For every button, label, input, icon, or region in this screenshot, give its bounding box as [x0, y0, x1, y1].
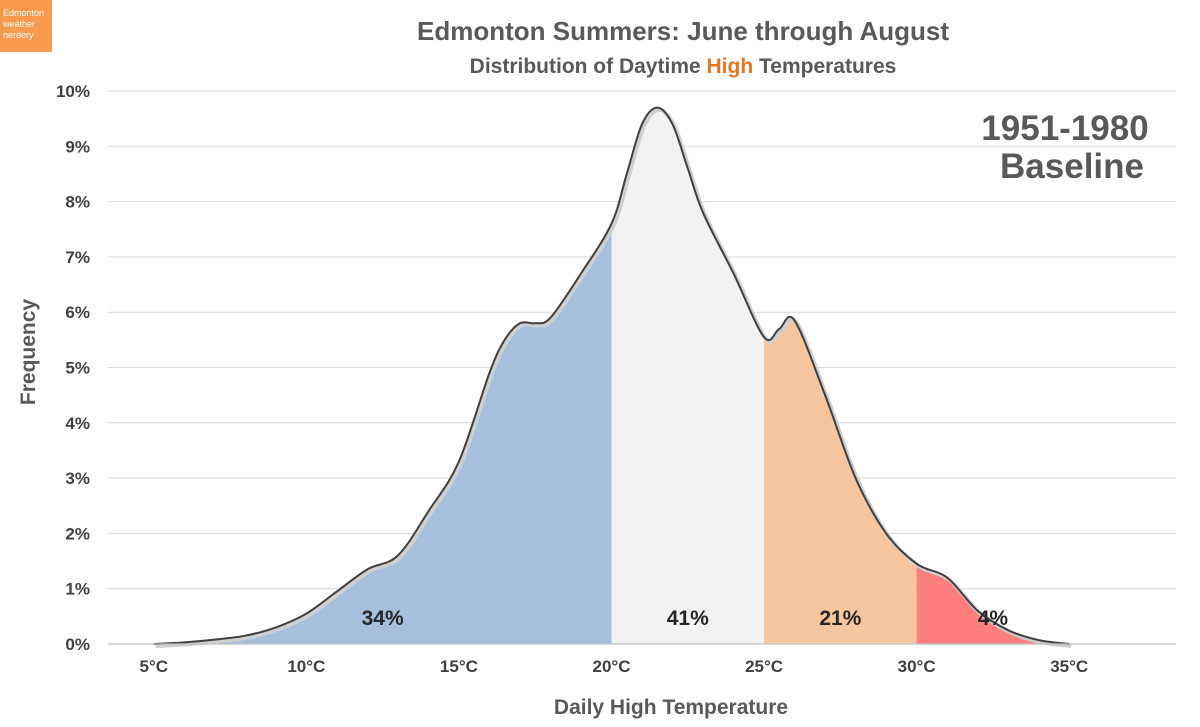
- logo-line: nerdery: [3, 30, 34, 40]
- x-tick-label: 5°C: [140, 657, 169, 676]
- x-tick-label: 35°C: [1050, 657, 1088, 676]
- x-tick-label: 20°C: [592, 657, 630, 676]
- x-tick-label: 30°C: [898, 657, 936, 676]
- logo-line: Edmonton: [3, 8, 45, 18]
- y-tick-label: 2%: [65, 524, 90, 543]
- x-axis-title: Daily High Temperature: [554, 696, 788, 719]
- chart-title: Edmonton Summers: June through August: [417, 16, 949, 46]
- y-tick-label: 8%: [65, 193, 90, 212]
- y-tick-label: 4%: [65, 414, 90, 433]
- band-area: [611, 107, 765, 644]
- distribution-curve: [153, 106, 1072, 648]
- subtitle-text: Temperatures: [753, 55, 896, 78]
- band-area: [916, 563, 1070, 644]
- x-tick-label: 25°C: [745, 657, 783, 676]
- x-tick-label: 15°C: [440, 657, 478, 676]
- y-tick-label: 1%: [65, 580, 90, 599]
- y-tick-label: 6%: [65, 303, 90, 322]
- x-tick-label: 10°C: [287, 657, 325, 676]
- y-tick-label: 0%: [65, 635, 90, 654]
- x-axis-ticks: 5°C 10°C 15°C 20°C 25°C 30°C 35°C: [140, 657, 1089, 676]
- period-annotation: 1951-1980: [981, 109, 1148, 148]
- y-tick-label: 9%: [65, 137, 90, 156]
- band-percent-label: 41%: [667, 607, 709, 630]
- band-percent-label: 34%: [362, 607, 404, 630]
- y-tick-label: 3%: [65, 469, 90, 488]
- distribution-bands: [153, 107, 1070, 644]
- band-percent-label: 21%: [819, 607, 861, 630]
- y-tick-label: 10%: [56, 82, 90, 101]
- subtitle-text: Distribution of Daytime: [470, 55, 707, 78]
- subtitle-highlight: High: [707, 55, 754, 78]
- logo-badge: Edmonton weather nerdery: [0, 0, 52, 52]
- band-area: [764, 316, 917, 644]
- logo-line: weather: [3, 19, 36, 29]
- chart-subtitle: Distribution of Daytime High Temperature…: [470, 55, 897, 78]
- band-percent-label: 4%: [978, 607, 1009, 630]
- y-axis-ticks: 0% 1% 2% 3% 4% 5% 6% 7% 8% 9% 10%: [56, 82, 90, 654]
- y-tick-label: 7%: [65, 248, 90, 267]
- y-axis-title: Frequency: [17, 299, 40, 406]
- y-tick-label: 5%: [65, 359, 90, 378]
- band-labels: 34% 41% 21% 4%: [362, 607, 1009, 630]
- band-area: [153, 223, 612, 644]
- curve-line: [153, 106, 1070, 645]
- period-annotation: Baseline: [1000, 147, 1144, 186]
